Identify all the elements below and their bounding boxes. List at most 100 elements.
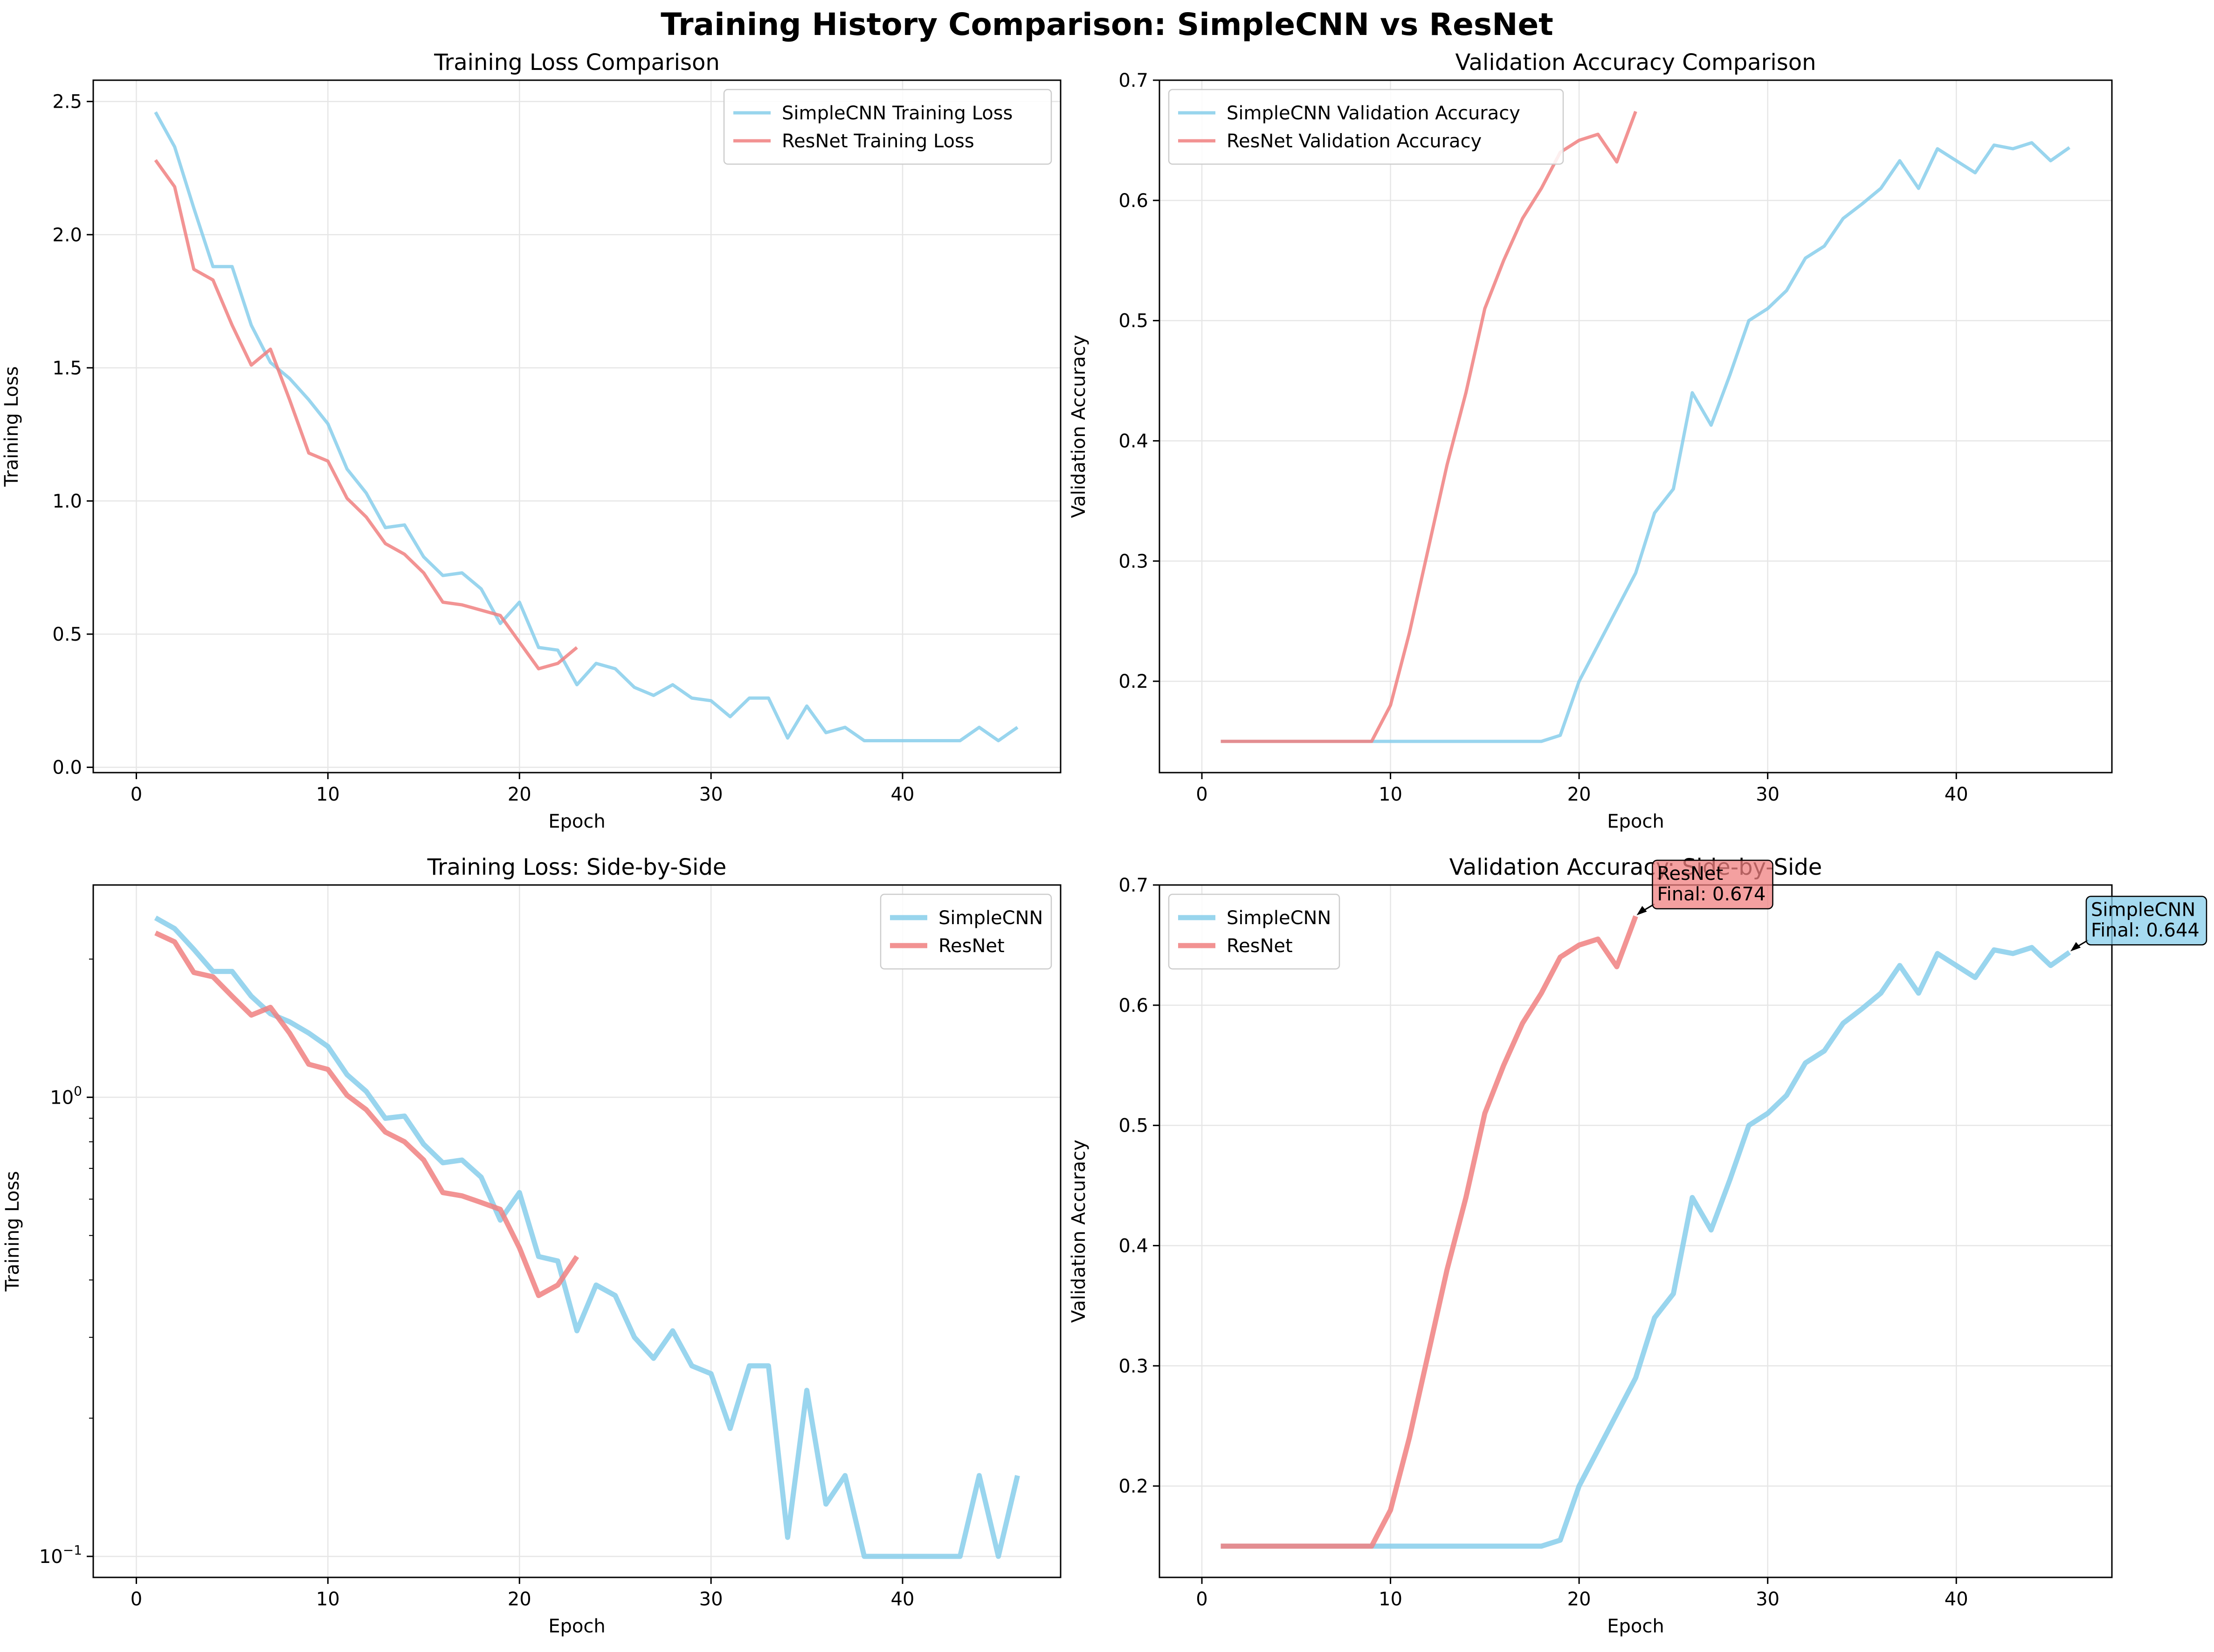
chart-panel-1: 0 10 20 30 40 0.0 0.5 1.0 1.5 2.0 2.5 Epoch Training… <box>1 49 1062 832</box>
x-tick-label: 20 <box>508 1589 531 1610</box>
panel-title: Validation Accuracy Comparison <box>1455 49 1816 76</box>
y-tick-label: 0.4 <box>1118 1235 1148 1257</box>
axes-frame <box>92 79 1062 774</box>
series-line-simplecnn-training-loss <box>154 111 1019 742</box>
panel-title: Training Loss Comparison <box>434 49 720 76</box>
y-axis-label: Training Loss <box>1 366 22 487</box>
annotation-text: ResNet <box>1657 863 1724 885</box>
x-tick-label: 20 <box>1567 784 1591 805</box>
x-tick-label: 10 <box>1379 784 1402 805</box>
legend-entry: ResNet <box>1227 935 1293 957</box>
y-tick-label: 0.2 <box>1118 1476 1148 1497</box>
y-tick-label: 1.5 <box>52 358 82 379</box>
x-tick-label: 0 <box>1196 784 1207 805</box>
y-tick-label: 0.5 <box>52 624 82 645</box>
y-tick-label: 0.5 <box>1118 311 1148 332</box>
x-axis-label: Epoch <box>1607 811 1664 832</box>
tick-exponent: 0 <box>74 1083 82 1099</box>
y-tick-label: 0.7 <box>1118 70 1148 91</box>
legend-box <box>723 89 1052 165</box>
chart-panel-4: 0 10 20 30 40 0.2 0.3 0.4 0.5 0.6 0.7 Epoch Validati… <box>1068 854 2207 1637</box>
legend: SimpleCNN ResNet <box>880 893 1052 970</box>
series-line-resnet-training-loss <box>154 159 578 670</box>
y-tick-label: 2.5 <box>52 91 82 113</box>
legend-entry: ResNet Validation Accuracy <box>1227 131 1482 152</box>
legend: SimpleCNN ResNet <box>1168 893 1340 970</box>
legend: SimpleCNN Validation Accuracy ResNet Vali… <box>1168 89 1564 165</box>
annotation-arrowhead <box>2070 942 2081 952</box>
annotation-arrowhead <box>1636 906 1647 916</box>
series-line-simplecnn-validation-accuracy <box>1221 141 2071 743</box>
y-tick-label: 0.5 <box>1118 1115 1148 1137</box>
x-tick-label: 10 <box>316 784 340 805</box>
y-tick-label: 2.0 <box>52 224 82 246</box>
legend-entry: SimpleCNN Validation Accuracy <box>1227 103 1520 124</box>
x-tick-label: 10 <box>316 1589 340 1610</box>
series-line-resnet-validation-accuracy <box>1221 111 1637 743</box>
figure-title: Training History Comparison: SimpleCNN v… <box>661 7 1553 42</box>
x-tick-label: 20 <box>508 784 531 805</box>
annotation-text: Final: 0.644 <box>2091 919 2200 941</box>
x-tick-label: 0 <box>131 1589 142 1610</box>
annotation-text: Final: 0.674 <box>1657 884 1766 905</box>
x-tick-label: 30 <box>1756 1589 1779 1610</box>
series-line-simplecnn <box>154 915 1020 1559</box>
y-axis-label: Validation Accuracy <box>1068 335 1090 518</box>
x-tick-label: 30 <box>699 784 723 805</box>
y-axis-label: Training Loss <box>2 1171 23 1292</box>
chart-panel-2: 0 10 20 30 40 0.2 0.3 0.4 0.5 0.6 0.7 Epoch Validati… <box>1068 49 2113 832</box>
x-axis-label: Epoch <box>1607 1616 1664 1637</box>
series-line-simplecnn <box>1221 945 2071 1549</box>
x-tick-label: 40 <box>1945 784 1968 805</box>
y-tick-label: 0.3 <box>1118 551 1148 572</box>
y-tick-label: 0.0 <box>52 757 82 779</box>
legend-box <box>1168 893 1340 970</box>
tick-base: 10 <box>39 1546 63 1568</box>
tick-base: 10 <box>50 1087 74 1108</box>
x-tick-label: 40 <box>891 784 915 805</box>
x-tick-label: 40 <box>1945 1589 1968 1610</box>
y-axis-label: Validation Accuracy <box>1068 1140 1090 1323</box>
y-tick-label: 0.7 <box>1118 875 1148 896</box>
series-line-resnet <box>154 930 579 1298</box>
y-tick-label: 0.6 <box>1118 190 1148 212</box>
y-tick-label: 1.0 <box>52 491 82 512</box>
annotation-text: SimpleCNN <box>2091 899 2195 920</box>
x-tick-label: 40 <box>891 1589 915 1610</box>
tick-exponent: −1 <box>63 1542 82 1558</box>
panel-title: Training Loss: Side-by-Side <box>427 854 727 880</box>
legend-box <box>1168 89 1564 165</box>
legend-entry: SimpleCNN Training Loss <box>782 103 1013 124</box>
axes-frame <box>92 884 1062 1578</box>
x-tick-label: 30 <box>699 1589 723 1610</box>
y-tick-label: 100 <box>50 1083 82 1108</box>
legend-entry: ResNet <box>938 935 1005 957</box>
legend-entry: SimpleCNN <box>938 907 1043 929</box>
axes-frame <box>1159 79 2113 774</box>
x-tick-label: 30 <box>1756 784 1779 805</box>
legend-entry: ResNet Training Loss <box>782 131 974 152</box>
x-axis-label: Epoch <box>548 811 605 832</box>
x-tick-label: 10 <box>1379 1589 1402 1610</box>
x-axis-label: Epoch <box>548 1616 605 1637</box>
y-tick-label: 0.4 <box>1118 430 1148 452</box>
x-tick-label: 0 <box>131 784 142 805</box>
x-tick-label: 0 <box>1196 1589 1207 1610</box>
legend-entry: SimpleCNN <box>1227 907 1331 929</box>
y-tick-label: 0.6 <box>1118 995 1148 1016</box>
legend-box <box>880 893 1052 970</box>
series-line-resnet <box>1221 915 1638 1549</box>
axes-frame <box>1159 884 2113 1578</box>
annotation-box <box>2085 896 2207 946</box>
y-tick-label: 0.3 <box>1118 1355 1148 1377</box>
annotation-box <box>1652 859 1773 910</box>
legend: SimpleCNN Training Loss ResNet Training L… <box>723 89 1052 165</box>
x-tick-label: 20 <box>1567 1589 1591 1610</box>
y-tick-label: 0.2 <box>1118 671 1148 692</box>
y-tick-label: 10−1 <box>39 1542 82 1568</box>
